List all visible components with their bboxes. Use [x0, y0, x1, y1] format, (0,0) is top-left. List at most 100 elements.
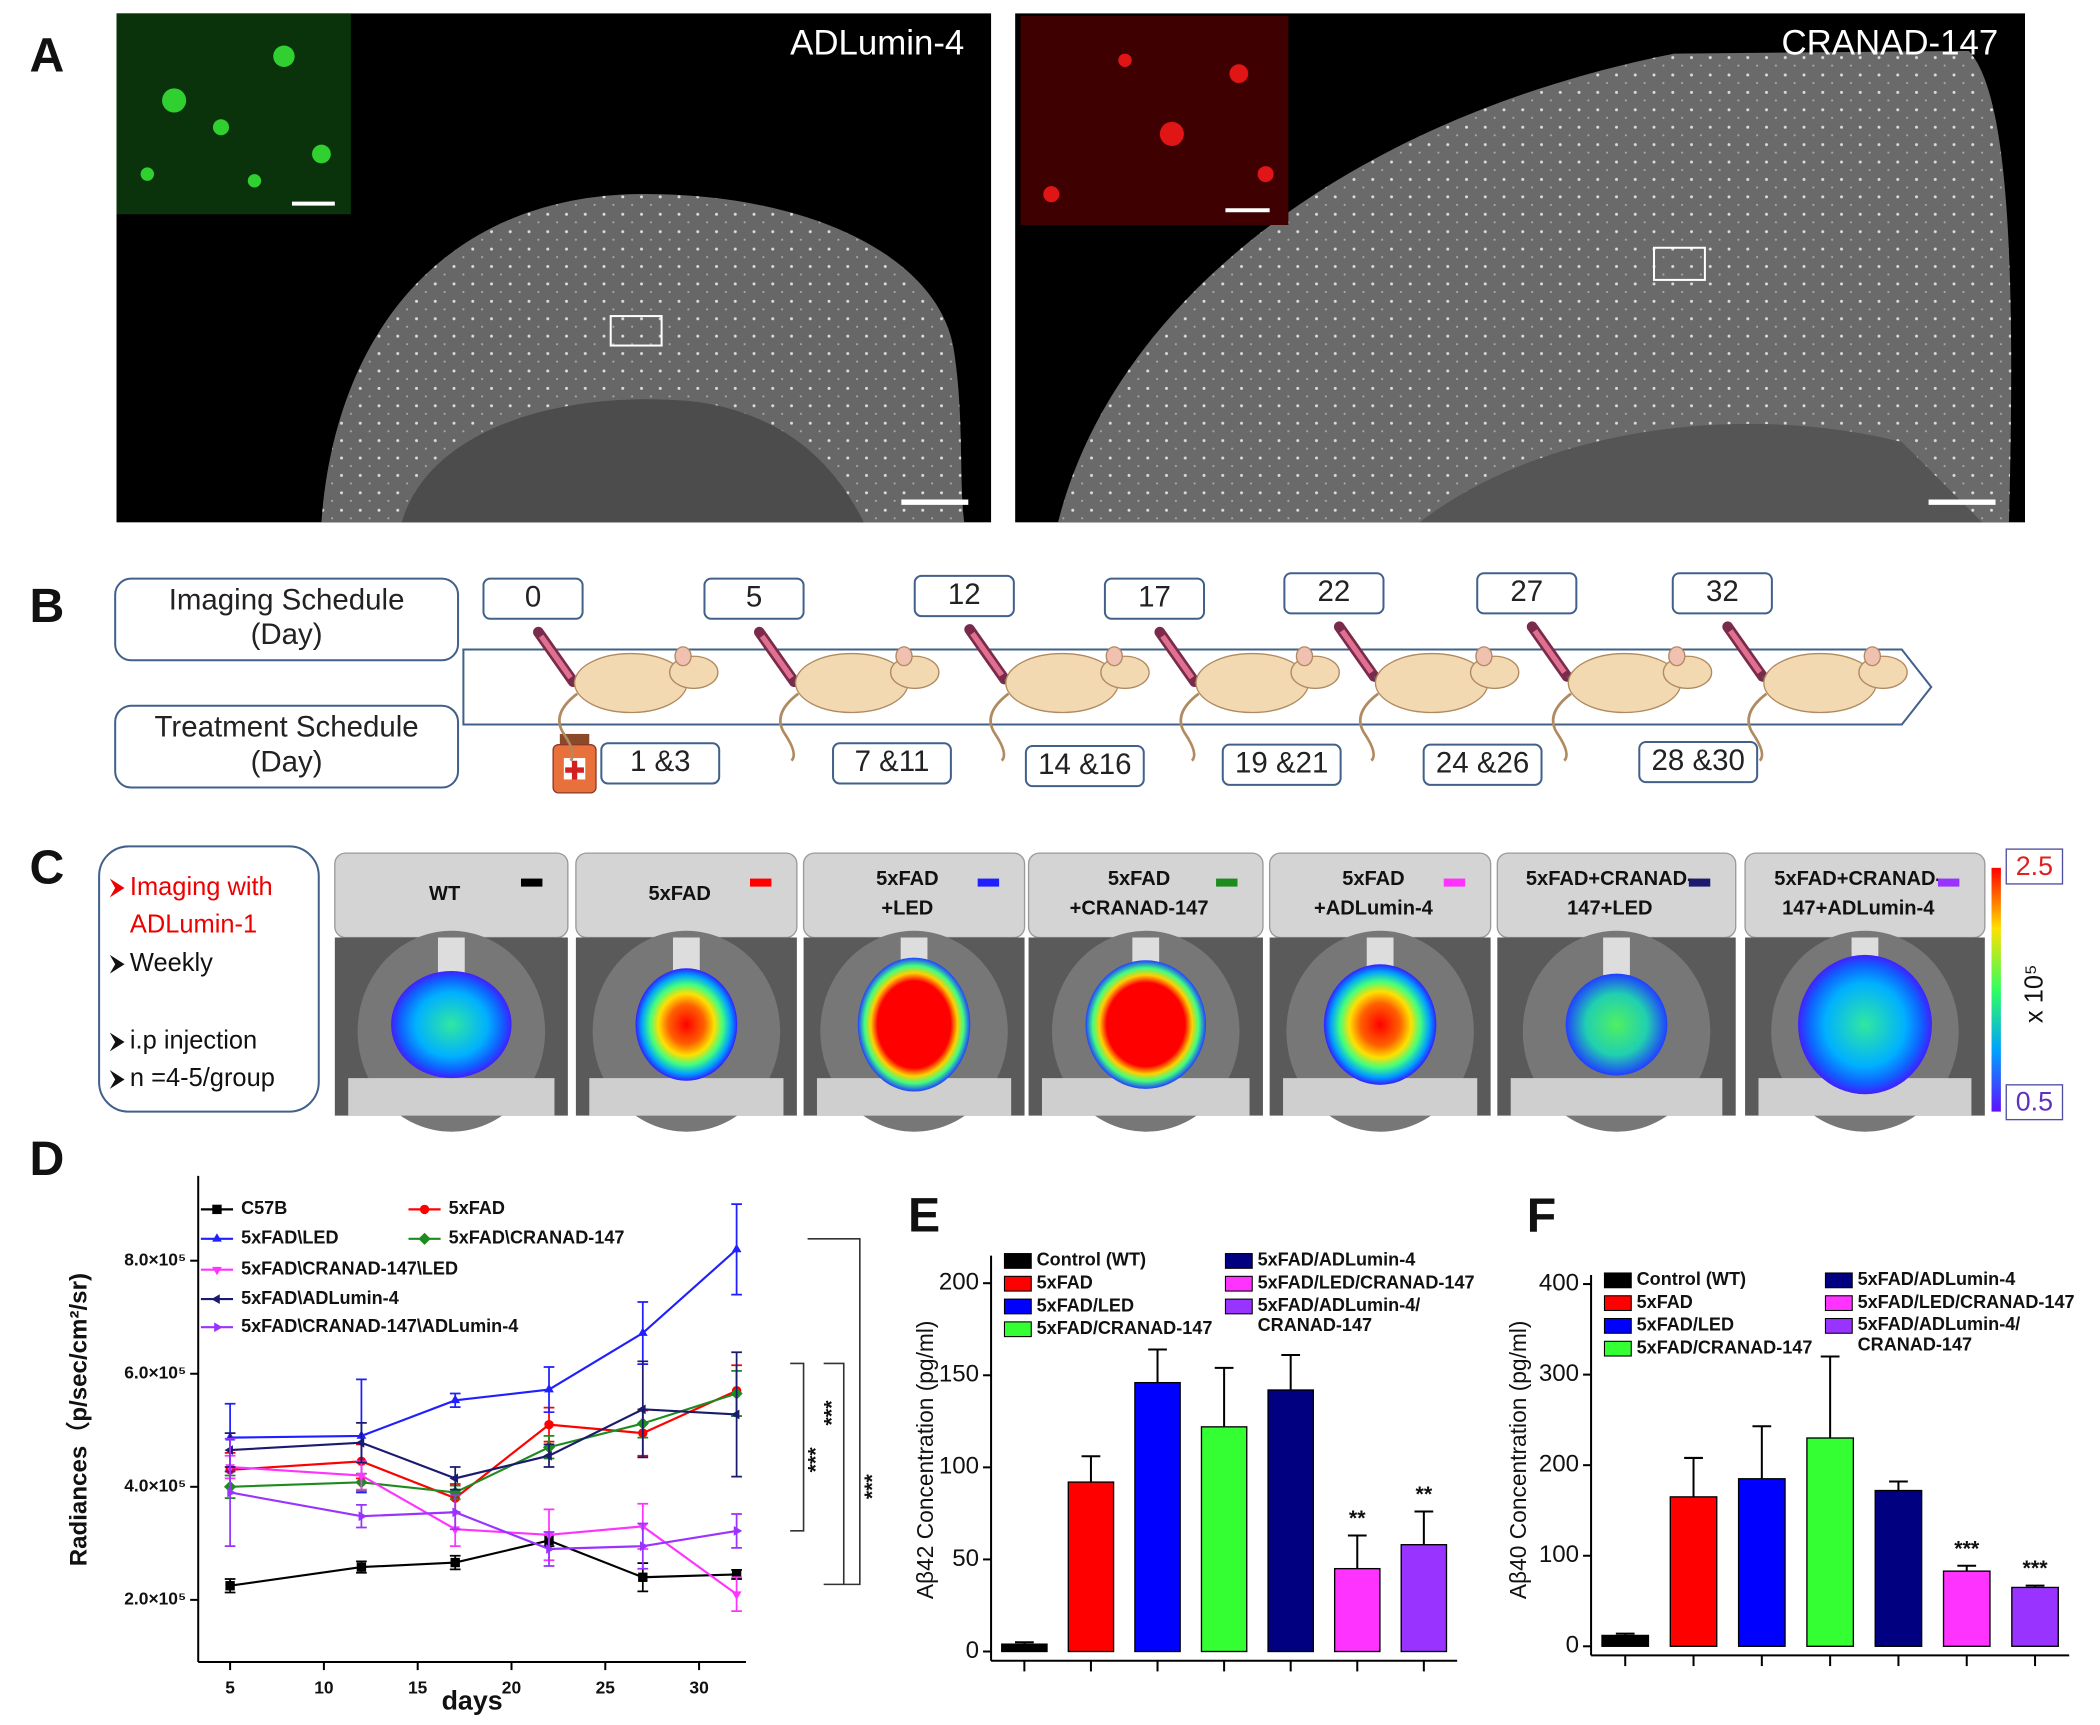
bar — [1601, 1634, 1650, 1647]
y-axis-label: Aβ40 Concentration (pg/ml) — [1505, 1321, 1531, 1600]
bioluminescence — [635, 968, 738, 1081]
series-line — [230, 1465, 738, 1596]
mouse-tail — [558, 692, 579, 762]
mouse — [1747, 646, 1908, 762]
treatment-day: 28 &30 — [1652, 744, 1745, 777]
bullet — [109, 878, 125, 898]
imaging-label: Imaging Schedule (Day) — [169, 583, 405, 651]
legend-swatch — [1224, 1298, 1253, 1315]
x-tick-label: 25 — [596, 1677, 616, 1697]
marker — [450, 1394, 461, 1404]
bioluminescence — [1565, 973, 1668, 1076]
group-label: 5xFAD +LED — [876, 868, 939, 919]
panel-label: F — [1527, 1188, 1556, 1242]
treatment-day: 24 &26 — [1436, 747, 1529, 780]
panel-label: B — [29, 579, 64, 633]
marker — [637, 1404, 646, 1415]
mouse-body — [1567, 652, 1682, 714]
bioluminescence — [857, 957, 971, 1092]
legend-label: 5xFAD/ADLumin-4 — [1858, 1269, 2016, 1289]
imaging-day: 0 — [525, 580, 541, 613]
bar — [1874, 1489, 1923, 1647]
mouse-body — [1763, 652, 1878, 714]
syringe-fill — [759, 634, 794, 680]
y-tick-label: 6.0×10⁵ — [124, 1362, 186, 1382]
marker — [638, 1572, 648, 1582]
mouse-tail — [1179, 692, 1200, 762]
significance: *** — [860, 1473, 884, 1499]
day-box — [1283, 572, 1385, 615]
inset-plaques — [140, 45, 331, 188]
legend-swatch — [1603, 1340, 1632, 1357]
bar — [1400, 1544, 1448, 1653]
legend-swatch — [1003, 1275, 1032, 1292]
legend-label: 5xFAD/CRANAD-147 — [1037, 1318, 1213, 1338]
group-label: 5xFAD+CRANAD-147+LED — [1526, 868, 1694, 919]
day-box — [913, 574, 1015, 618]
note: n =4-5/group — [130, 1064, 275, 1092]
note: Weekly — [130, 949, 213, 977]
day-box — [482, 577, 584, 620]
bioluminescence — [391, 970, 512, 1079]
legend-label: 5xFAD/LED/CRANAD-147 — [1858, 1292, 2075, 1312]
mouse-ear — [1295, 646, 1314, 667]
group-marker — [1937, 878, 1960, 887]
error-bar — [1752, 1425, 1772, 1479]
mouse-tail — [1747, 692, 1768, 762]
mouse-body — [573, 652, 688, 714]
x-tick-label: 20 — [502, 1677, 521, 1697]
legend-label: 5xFAD/ADLumin-4/CRANAD-147 — [1858, 1314, 2021, 1354]
legend-marker — [418, 1232, 431, 1245]
y-tick-label: 300 — [1539, 1360, 1579, 1387]
image-title: CRANAD-147 — [1782, 24, 1999, 63]
legend-label: 5xFAD/LED — [1637, 1315, 1734, 1335]
marker — [731, 1243, 742, 1253]
error-bar — [1081, 1455, 1101, 1483]
group-marker — [977, 878, 1000, 887]
roi-box — [1653, 246, 1706, 281]
marker — [733, 1526, 743, 1536]
significance-bracket — [790, 1362, 805, 1532]
mouse-tail — [779, 692, 800, 762]
mouse-body — [1195, 652, 1310, 714]
y-tick-label: 100 — [1539, 1541, 1579, 1568]
legend-swatch — [1824, 1317, 1853, 1334]
panel-label: D — [29, 1132, 64, 1186]
bar — [1001, 1643, 1048, 1653]
day-box — [832, 742, 952, 785]
treatment-day: 7 &11 — [855, 745, 930, 778]
legend-swatch — [1603, 1272, 1632, 1289]
note: i.p injection — [130, 1027, 257, 1055]
panel-c: 2.5 0.5 x 10⁵ — [98, 845, 2064, 1121]
inset-plaques — [1043, 53, 1274, 203]
treatment-label: Treatment Schedule (Day) — [155, 710, 419, 778]
day-box — [703, 577, 805, 620]
group-label: 5xFAD +CRANAD-147 — [1070, 868, 1209, 919]
colorbar-max: 2.5 — [2016, 851, 2053, 881]
legend-label: 5xFAD\CRANAD-147 — [449, 1228, 625, 1248]
mouse-ear — [674, 646, 692, 667]
legend-label: Control (WT) — [1637, 1269, 1746, 1289]
inset — [116, 13, 351, 215]
colorbar-min: 0.5 — [2016, 1087, 2053, 1117]
legend-label: 5xFAD — [1037, 1272, 1093, 1292]
error-bar — [1414, 1510, 1434, 1545]
mouse-tail — [1551, 692, 1572, 762]
legend-swatch — [1003, 1321, 1032, 1338]
series-line — [230, 1408, 737, 1480]
error-bar — [1148, 1348, 1167, 1383]
panel-label: A — [29, 29, 64, 83]
mouse-body — [1374, 652, 1489, 714]
ear-tag — [437, 937, 465, 975]
legend-marker — [212, 1204, 222, 1215]
significance: *** — [804, 1447, 828, 1473]
plaque-dots — [1058, 50, 2012, 523]
mouse-ear — [895, 646, 913, 667]
treatment-day: 14 &16 — [1038, 748, 1131, 781]
roi-box — [609, 315, 663, 347]
day-box — [1476, 572, 1578, 615]
body-light — [589, 1078, 784, 1116]
mouse — [989, 646, 1150, 762]
treatment-day: 19 &21 — [1235, 747, 1328, 780]
x-axis-label: days — [442, 1685, 503, 1715]
